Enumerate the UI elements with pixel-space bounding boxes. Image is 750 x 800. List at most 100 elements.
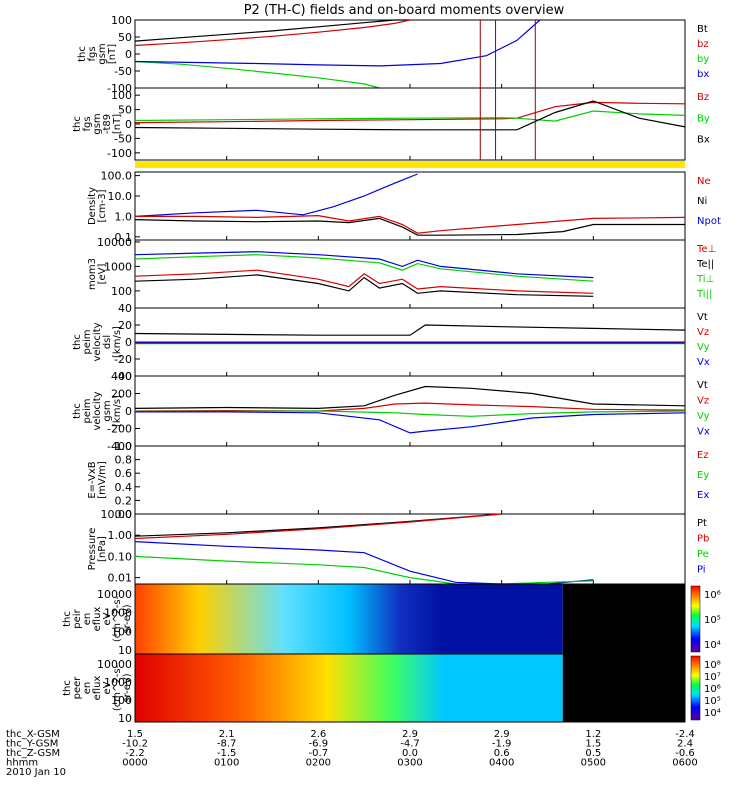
ephemeris-value: -10.2 (122, 739, 148, 750)
ephemeris-value: 0500 (581, 758, 606, 769)
y-axis-label-line: peer (72, 676, 83, 700)
legend-entry: Vx (697, 427, 710, 438)
legend-entry: Vt (697, 380, 708, 391)
panel-frame (134, 513, 686, 585)
ephemeris-value: 2.9 (402, 729, 418, 740)
ephemeris-value: -4.7 (400, 739, 420, 750)
y-axis-label-line: Density (87, 187, 98, 225)
y-axis-label-line: [nPa] (97, 536, 108, 562)
y-tick-label: -50 (114, 65, 132, 78)
colorbar (690, 585, 701, 653)
y-axis-label-line: sr-eV) (122, 673, 133, 702)
y-tick-label: 0.4 (115, 481, 133, 494)
y-axis-label-line: fgs (87, 46, 98, 61)
y-axis-label: mom3[eV] (87, 258, 108, 290)
y-tick-label: 10000 (97, 588, 132, 601)
y-tick-label: 10.00 (101, 508, 133, 521)
ephemeris-value: 0000 (122, 758, 147, 769)
y-tick-label: 1000 (104, 607, 132, 620)
series-line-Npot (134, 173, 418, 217)
y-axis-label-line: eV (102, 681, 113, 694)
y-axis-label-line: fgs (82, 116, 93, 131)
ephemeris-value: 2.1 (219, 729, 235, 740)
legend-entry: Ex (697, 490, 709, 501)
legend-entry: bx (697, 69, 709, 80)
series-line-by (134, 60, 380, 89)
spectrogram-no-data (562, 654, 685, 722)
y-tick-label: 50 (118, 31, 132, 44)
legend-entry: by (697, 54, 709, 65)
y-axis-label-line: velocity (92, 391, 103, 430)
legend-entry: Pt (697, 518, 707, 529)
panel-density: 100.0 10.0 1.0 0.1 Density[cm-3] Ne Ni Npot (87, 170, 721, 244)
figure-title: P2 (TH-C) fields and on-board moments ov… (244, 3, 565, 18)
legend-entry: Vz (697, 396, 709, 407)
ephemeris-value: -0.7 (309, 748, 329, 759)
series-line-Bt (134, 19, 410, 42)
y-axis-label-line: [mV/m] (97, 461, 108, 499)
y-axis-label-line: [km/s] (112, 326, 123, 358)
legend-entry: Npot (697, 216, 721, 227)
y-tick-label: 0.1 (115, 231, 133, 244)
y-axis-label-line: [eV] (97, 264, 108, 285)
colorbar-tick-label: 10⁵ (704, 615, 721, 626)
y-tick-label: 0 (125, 48, 132, 61)
y-axis-label: thcfgsgsm-t89[nT] (72, 113, 123, 134)
ephemeris-value: -6.9 (309, 739, 329, 750)
legend-entry: Pi (697, 565, 706, 576)
ephemeris-value: 0300 (397, 758, 422, 769)
series-line-Ne (135, 214, 686, 234)
y-axis-label-line: dsl (102, 335, 113, 349)
series-line-Vx (135, 411, 686, 434)
y-tick-label: 100 (111, 14, 132, 27)
ephemeris-value: 2.6 (310, 729, 326, 740)
ephemeris-value: -0.6 (675, 748, 695, 759)
legend-entry: Ne (697, 176, 711, 187)
ephemeris-value: -2.4 (675, 729, 695, 740)
series-line-Te⊥ (134, 269, 594, 294)
panel-velocity-gsm: 400 200 0 -200 -400 thcpeimvelocitygsm[km/s] V… (72, 370, 710, 453)
y-tick-label: 400 (111, 370, 132, 383)
spectrogram-image (135, 584, 563, 654)
y-axis-label: thcpeerenefluxeV(cm^2-s-sr-eV) (62, 664, 133, 711)
legend-entry: Ey (697, 470, 709, 481)
colorbar-tick-label: 10⁷ (704, 672, 721, 683)
series-line-Vy (135, 410, 686, 417)
legend-entry: Ez (697, 450, 709, 461)
ephemeris-value: 0200 (306, 758, 331, 769)
y-tick-label: 100 (111, 285, 132, 298)
spectrogram-no-data (562, 584, 685, 654)
ephemeris-value: 0.0 (402, 748, 418, 759)
y-tick-label: 100.0 (101, 170, 133, 183)
legend-entry: Vy (697, 342, 710, 353)
y-tick-label: -200 (107, 423, 132, 436)
y-axis-label-line: en (82, 613, 93, 626)
spectrogram-image (135, 654, 563, 722)
panel-fgs-t89: 100 500-50 -100 thcfgsgsm-t89[nT] Bz By Bx (72, 87, 710, 161)
series-line-Ti (134, 251, 594, 279)
y-axis-label-line: en (82, 682, 93, 695)
panel-velocity-dsl: 40 20 0 -20 -40 thcpeimvelocitydsl[km/s] Vt Vz V… (72, 302, 710, 383)
y-tick-label: 0.01 (108, 572, 133, 585)
series-line-Vt (134, 385, 686, 410)
series-line-Pi (134, 541, 594, 585)
series-line-Te|| (134, 274, 594, 297)
y-tick-label: 10000 (97, 236, 132, 249)
y-axis-label: thcfgsgsm[nT] (77, 43, 118, 64)
panel-fgs: 100 50 0 -50 -100 thcfgsgsm[nT] Bt bz by bx (77, 14, 709, 95)
panel-frame (134, 239, 686, 309)
legend-entry: Vx (697, 357, 710, 368)
legend-entry: Bz (697, 92, 709, 103)
y-axis-label-line: E=-VxB (87, 461, 98, 498)
legend-entry: Bt (697, 24, 708, 35)
y-tick-label: 0.0 (115, 508, 133, 521)
panel-frame (134, 19, 686, 89)
y-tick-label: 20 (118, 319, 132, 332)
y-axis-label-line: sr-eV) (122, 604, 133, 633)
y-tick-label: 0 (125, 118, 132, 131)
series-line-Pe (134, 555, 594, 585)
ephemeris-value: 1.5 (585, 739, 601, 750)
legend-entry: Bx (697, 135, 710, 146)
